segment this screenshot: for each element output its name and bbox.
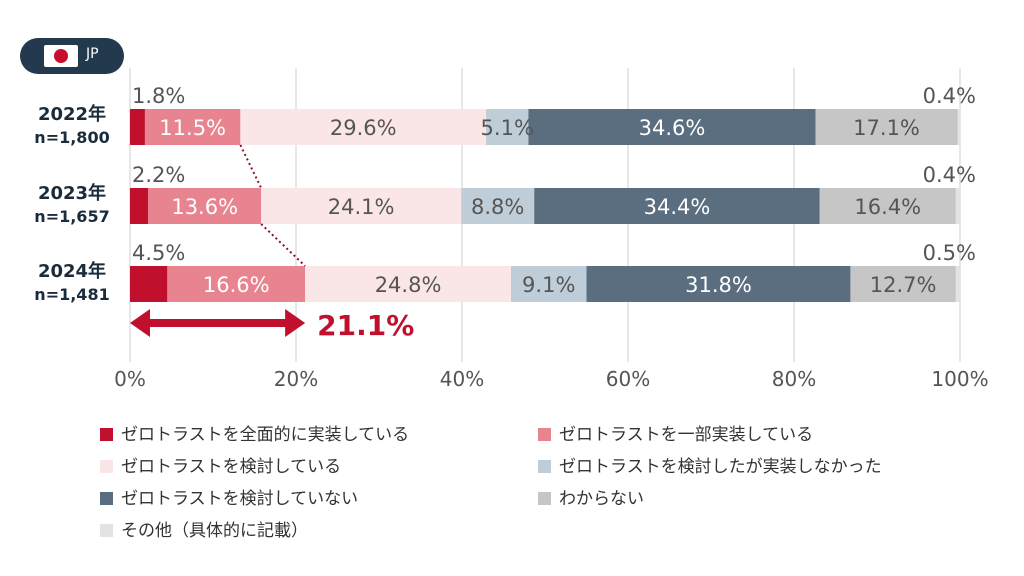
bar-segment (815, 109, 958, 145)
category-year-label: 2022年 (38, 103, 106, 125)
legend-item: わからない (538, 484, 644, 509)
category-n-label: n=1,657 (34, 207, 109, 226)
data-label: 2.2% (132, 163, 185, 187)
legend-item: その他（具体的に記載） (100, 516, 308, 541)
bar-segment (586, 266, 851, 302)
legend-swatch (100, 524, 113, 537)
data-label: 24.8% (375, 273, 442, 297)
trend-connector (239, 144, 263, 189)
legend-label: わからない (559, 489, 644, 509)
legend-swatch (538, 428, 551, 441)
data-label: 34.4% (644, 195, 711, 219)
annotation-arrow-right-head (285, 309, 306, 337)
bar-segment (850, 266, 956, 302)
x-tick-label: 100% (931, 367, 988, 391)
trend-connector (260, 223, 306, 267)
data-label: 5.1% (481, 116, 534, 140)
legend-label: ゼロトラストを全面的に実装している (121, 425, 410, 445)
legend-swatch (100, 492, 113, 505)
flag-sun-disc (54, 49, 68, 63)
data-label: 9.1% (522, 273, 575, 297)
bar-segment (957, 109, 961, 145)
legend-item: ゼロトラストを一部実装している (538, 420, 813, 445)
legend-swatch (538, 460, 551, 473)
x-tick-label: 60% (606, 367, 650, 391)
data-label: 0.5% (923, 241, 976, 265)
bar-segment (528, 109, 816, 145)
data-label: 13.6% (171, 195, 238, 219)
bar-segment (955, 188, 960, 224)
annotation-arrow-left-head (130, 309, 150, 337)
data-label: 29.6% (330, 116, 397, 140)
bar-segment (534, 188, 820, 224)
bar-segment (955, 266, 960, 302)
country-code: JP (86, 46, 99, 62)
bar-segment (461, 188, 535, 224)
x-tick-label: 80% (772, 367, 816, 391)
data-label: 0.4% (923, 163, 976, 187)
bar-segment (261, 188, 462, 224)
bar-segment (240, 109, 487, 145)
data-label: 16.4% (854, 195, 921, 219)
bar-segment (130, 109, 145, 145)
data-label: 0.4% (923, 84, 976, 108)
stacked-bar-chart: 0% 20% 40% 60% 80% 100% 2022年 n=1,800 2023年 n=1,6… (34, 68, 989, 391)
data-label: 34.6% (639, 116, 706, 140)
legend-item: ゼロトラストを検討していない (100, 484, 358, 509)
category-n-label: n=1,800 (34, 128, 109, 147)
japan-flag-icon (44, 45, 78, 67)
category-year-label: 2024年 (38, 260, 106, 282)
x-tick-label: 0% (114, 367, 146, 391)
legend-item: ゼロトラストを全面的に実装している (100, 420, 409, 445)
data-label: 8.8% (471, 195, 524, 219)
data-label: 4.5% (132, 241, 185, 265)
annotation-label: 21.1% (317, 309, 414, 342)
bar-segment (130, 266, 168, 302)
bar-segment (819, 188, 956, 224)
data-label: 24.1% (328, 195, 395, 219)
legend-label: ゼロトラストを検討している (121, 457, 342, 477)
data-label: 1.8% (132, 84, 185, 108)
bar-segment (167, 266, 306, 302)
country-badge: JP (20, 38, 124, 74)
data-label: 11.5% (159, 116, 226, 140)
legend-item: ゼロトラストを検討している (100, 452, 341, 477)
data-label: 31.8% (685, 273, 752, 297)
legend-swatch (538, 492, 551, 505)
bar-segment (305, 266, 511, 302)
bar-segment (130, 188, 149, 224)
data-label: 17.1% (853, 116, 920, 140)
x-tick-label: 40% (440, 367, 484, 391)
bar-segment (144, 109, 241, 145)
category-year-label: 2023年 (38, 182, 106, 204)
legend-swatch (100, 428, 113, 441)
data-label: 12.7% (870, 273, 937, 297)
legend-label: ゼロトラストを検討していない (121, 489, 359, 509)
legend-label: ゼロトラストを一部実装している (559, 425, 814, 445)
x-tick-label: 20% (274, 367, 318, 391)
legend-label: ゼロトラストを検討したが実装しなかった (559, 457, 882, 477)
category-n-label: n=1,481 (34, 285, 109, 304)
legend-item: ゼロトラストを検討したが実装しなかった (538, 452, 882, 477)
bar-segment (148, 188, 262, 224)
bar-segment (486, 109, 529, 145)
legend-label: その他（具体的に記載） (121, 521, 308, 541)
bar-segment (510, 266, 587, 302)
legend-swatch (100, 460, 113, 473)
data-label: 16.6% (203, 273, 270, 297)
